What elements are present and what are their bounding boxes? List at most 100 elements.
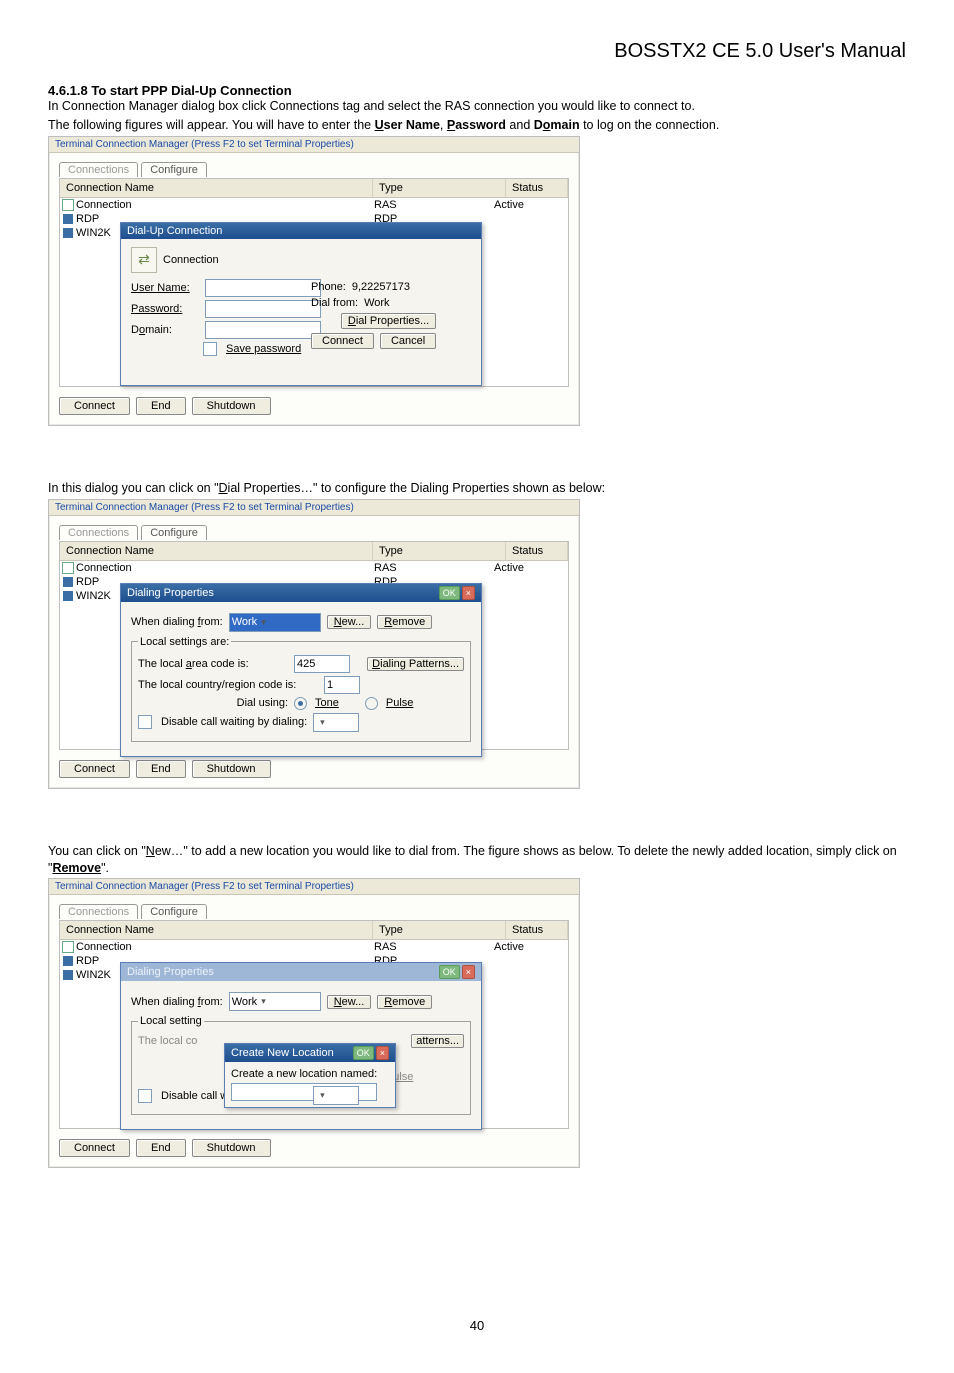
close-icon[interactable]: ×: [462, 965, 475, 979]
para-4: You can click on "New…" to add a new loc…: [48, 843, 906, 877]
phone-row: Phone: 9,22257173: [311, 281, 436, 293]
para4-c: ".: [101, 861, 109, 875]
para2-d: to log on the connection.: [580, 118, 720, 132]
dial-properties-button[interactable]: Dial Properties...: [341, 313, 436, 329]
shot3-tabs: Connections Configure: [59, 903, 569, 918]
disable-callwaiting-checkbox[interactable]: [138, 1089, 152, 1103]
end-button[interactable]: End: [136, 760, 186, 778]
country-code-input[interactable]: [324, 676, 360, 694]
dialing-patterns-button[interactable]: atterns...: [411, 1034, 464, 1048]
para-1: In Connection Manager dialog box click C…: [48, 98, 906, 115]
grid-body: Connection RAS Active RDP RDP WIN2K: [60, 198, 568, 386]
dialusing-row: Dial using: Tone Pulse: [138, 697, 464, 710]
connect-button[interactable]: Connect: [59, 1139, 130, 1157]
dlg1-icon-row: ⇄ Connection: [131, 247, 471, 273]
shot1-grid: Connection Name Type Status Connection R…: [59, 178, 569, 387]
connect-button[interactable]: Connect: [59, 760, 130, 778]
dlg3-body: When dialing from: Work New... Remove Lo…: [121, 981, 481, 1129]
ok-button[interactable]: OK: [353, 1046, 374, 1060]
para4-new: ew…: [155, 844, 183, 858]
popup-body: Create a new location named:: [225, 1062, 395, 1107]
manual-title: BOSSTX2 CE 5.0 User's Manual: [48, 40, 906, 63]
para2-user-u: U: [375, 118, 384, 132]
shutdown-button[interactable]: Shutdown: [192, 397, 271, 415]
grid-body: Connection RAS Active RDP RDP WIN2K: [60, 940, 568, 1128]
cell-type: RAS: [374, 941, 494, 953]
save-password-checkbox[interactable]: [203, 342, 217, 356]
para2-a: The following figures will appear. You w…: [48, 118, 375, 132]
screenshot-1: Terminal Connection Manager (Press F2 to…: [48, 136, 580, 426]
lbl-domain: Domain:: [131, 324, 199, 336]
tab-connections[interactable]: Connections: [59, 904, 138, 919]
cell-type: RAS: [374, 199, 494, 211]
connect-button[interactable]: Connect: [59, 397, 130, 415]
para-2: The following figures will appear. You w…: [48, 117, 906, 134]
col-status: Status: [506, 179, 568, 197]
table-row[interactable]: Connection RAS Active: [60, 561, 568, 575]
disable-code-select[interactable]: [313, 1086, 359, 1105]
pulse-radio[interactable]: [365, 697, 378, 710]
password-input[interactable]: [205, 300, 321, 318]
end-button[interactable]: End: [136, 1139, 186, 1157]
new-button[interactable]: New...: [327, 615, 372, 629]
ras-icon: [62, 941, 74, 953]
dlg3-title-text: Dialing Properties: [127, 966, 214, 978]
area-code-input[interactable]: [294, 655, 350, 673]
dlg2-title: Dialing Properties OK ×: [121, 584, 481, 602]
dialfrom-value: Work: [364, 297, 389, 309]
tab-configure[interactable]: Configure: [141, 162, 207, 177]
tone-radio[interactable]: [294, 697, 307, 710]
tab-connections[interactable]: Connections: [59, 525, 138, 540]
close-icon[interactable]: ×: [462, 586, 475, 600]
col-type: Type: [373, 542, 506, 560]
disable-callwaiting-checkbox[interactable]: [138, 715, 152, 729]
table-row[interactable]: Connection RAS Active: [60, 940, 568, 954]
dlg-connect-button[interactable]: Connect: [311, 333, 374, 349]
connection-icon: ⇄: [131, 247, 157, 273]
new-button[interactable]: New...: [327, 995, 372, 1009]
remove-button[interactable]: Remove: [377, 615, 432, 629]
disable-code-select[interactable]: [313, 713, 359, 732]
shot2-grid: Connection Name Type Status Connection R…: [59, 541, 569, 750]
cell-name: Connection: [76, 199, 374, 211]
ok-button[interactable]: OK: [439, 586, 460, 600]
dlg1-title-text: Dial-Up Connection: [127, 225, 222, 237]
lbl-country: The local country/region code is:: [138, 679, 318, 691]
location-select[interactable]: Work: [229, 992, 321, 1011]
tab-configure[interactable]: Configure: [141, 525, 207, 540]
dlg-cancel-button[interactable]: Cancel: [380, 333, 436, 349]
ok-button[interactable]: OK: [439, 965, 460, 979]
dlg1-icon-label: Connection: [163, 254, 219, 266]
shot2-tabs: Connections Configure: [59, 524, 569, 539]
close-icon[interactable]: ×: [376, 1046, 389, 1060]
para2-pass: assword: [455, 118, 506, 132]
cell-status: Active: [494, 941, 566, 953]
lbl-when: When dialing from:: [131, 996, 223, 1008]
tab-configure[interactable]: Configure: [141, 904, 207, 919]
para3-u: D: [219, 481, 228, 495]
lbl-username: User Name:: [131, 282, 199, 294]
lbl-password: Password:: [131, 303, 199, 315]
dlg2-okx: OK ×: [439, 586, 475, 600]
dialing-patterns-button[interactable]: Dialing Patterns...: [367, 657, 464, 671]
end-button[interactable]: End: [136, 397, 186, 415]
dlg1-title: Dial-Up Connection: [121, 223, 481, 239]
when-row: When dialing from: Work New... Remove: [131, 992, 471, 1011]
domain-input[interactable]: [205, 321, 321, 339]
grid-header: Connection Name Type Status: [60, 542, 568, 561]
shutdown-button[interactable]: Shutdown: [192, 760, 271, 778]
tab-connections[interactable]: Connections: [59, 162, 138, 177]
para4-new-u: N: [146, 844, 155, 858]
dlg3-title: Dialing Properties OK ×: [121, 963, 481, 981]
table-row[interactable]: Connection RAS Active: [60, 198, 568, 212]
location-select[interactable]: Work: [229, 613, 321, 632]
rdp-icon: [62, 227, 74, 239]
remove-button[interactable]: Remove: [377, 995, 432, 1009]
create-new-location-dialog: Create New Location OK × Create a new lo…: [224, 1043, 396, 1108]
para2-domain: main: [550, 118, 579, 132]
ras-icon: [62, 199, 74, 211]
shutdown-button[interactable]: Shutdown: [192, 1139, 271, 1157]
username-input[interactable]: [205, 279, 321, 297]
rdp-icon: [62, 576, 74, 588]
col-name: Connection Name: [60, 179, 373, 197]
